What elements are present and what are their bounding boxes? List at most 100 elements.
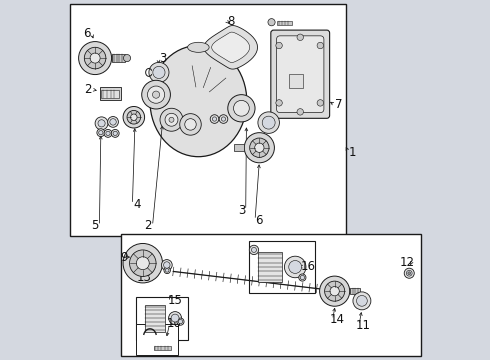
Text: 11: 11 bbox=[356, 319, 371, 332]
Circle shape bbox=[164, 262, 170, 268]
Text: 6: 6 bbox=[83, 27, 91, 40]
Text: 3: 3 bbox=[159, 52, 166, 65]
Text: 3: 3 bbox=[238, 204, 245, 217]
Circle shape bbox=[289, 261, 302, 273]
Text: 7: 7 bbox=[335, 98, 343, 111]
Circle shape bbox=[106, 131, 110, 135]
Ellipse shape bbox=[150, 45, 247, 157]
Circle shape bbox=[300, 275, 304, 280]
Circle shape bbox=[249, 245, 259, 255]
Bar bbox=[153, 346, 171, 350]
Circle shape bbox=[408, 272, 411, 275]
Circle shape bbox=[404, 268, 414, 278]
Circle shape bbox=[297, 109, 303, 115]
Circle shape bbox=[324, 281, 344, 301]
Circle shape bbox=[219, 115, 228, 123]
Circle shape bbox=[123, 243, 163, 283]
Circle shape bbox=[113, 131, 117, 135]
Circle shape bbox=[177, 318, 184, 325]
Circle shape bbox=[90, 53, 100, 63]
Text: 16: 16 bbox=[300, 260, 315, 273]
Text: 4: 4 bbox=[133, 198, 141, 211]
Circle shape bbox=[319, 276, 350, 306]
Bar bbox=[100, 87, 121, 100]
Circle shape bbox=[98, 131, 103, 135]
Bar bbox=[101, 90, 119, 98]
Circle shape bbox=[234, 100, 249, 116]
Circle shape bbox=[166, 269, 169, 272]
Circle shape bbox=[262, 116, 275, 129]
Circle shape bbox=[129, 250, 156, 276]
Circle shape bbox=[98, 120, 105, 127]
Circle shape bbox=[136, 257, 149, 270]
Circle shape bbox=[353, 292, 371, 310]
Text: 13: 13 bbox=[136, 271, 151, 284]
Circle shape bbox=[123, 107, 145, 128]
Circle shape bbox=[317, 100, 323, 106]
Circle shape bbox=[110, 119, 116, 125]
Bar bbox=[136, 297, 188, 339]
Circle shape bbox=[406, 270, 412, 276]
Circle shape bbox=[108, 117, 119, 127]
Circle shape bbox=[357, 296, 368, 306]
Text: 14: 14 bbox=[329, 313, 344, 327]
Circle shape bbox=[84, 47, 106, 69]
Circle shape bbox=[285, 256, 306, 278]
Text: 6: 6 bbox=[256, 214, 263, 227]
Circle shape bbox=[160, 108, 183, 131]
Bar bbox=[258, 252, 282, 282]
Bar bbox=[136, 324, 178, 355]
Polygon shape bbox=[204, 26, 258, 69]
Text: 9: 9 bbox=[121, 251, 128, 264]
Circle shape bbox=[255, 143, 264, 152]
Circle shape bbox=[245, 133, 274, 163]
FancyBboxPatch shape bbox=[276, 36, 324, 113]
Circle shape bbox=[123, 54, 131, 62]
Text: 15: 15 bbox=[168, 294, 183, 307]
Circle shape bbox=[149, 62, 169, 82]
Circle shape bbox=[317, 42, 323, 49]
Circle shape bbox=[228, 95, 255, 122]
Text: 1: 1 bbox=[349, 145, 356, 158]
Text: 10: 10 bbox=[167, 317, 181, 330]
Circle shape bbox=[330, 287, 339, 296]
Circle shape bbox=[152, 91, 160, 98]
Circle shape bbox=[250, 138, 269, 157]
Circle shape bbox=[131, 114, 137, 121]
Circle shape bbox=[276, 42, 282, 49]
Circle shape bbox=[297, 34, 303, 41]
Text: 5: 5 bbox=[92, 219, 99, 233]
Text: 2: 2 bbox=[145, 219, 152, 233]
Circle shape bbox=[142, 80, 171, 109]
Circle shape bbox=[171, 314, 179, 322]
Circle shape bbox=[251, 247, 256, 252]
Circle shape bbox=[165, 113, 178, 126]
Circle shape bbox=[161, 260, 172, 270]
Bar bbox=[234, 144, 245, 151]
Bar bbox=[146, 305, 165, 332]
Circle shape bbox=[164, 267, 171, 274]
Circle shape bbox=[127, 111, 141, 124]
Circle shape bbox=[276, 100, 282, 106]
Ellipse shape bbox=[188, 42, 209, 52]
Polygon shape bbox=[212, 32, 250, 63]
Circle shape bbox=[185, 119, 196, 130]
Text: 12: 12 bbox=[399, 256, 415, 269]
Circle shape bbox=[268, 19, 275, 26]
Circle shape bbox=[153, 66, 165, 78]
FancyBboxPatch shape bbox=[271, 30, 330, 118]
Bar bbox=[112, 54, 125, 62]
Circle shape bbox=[95, 117, 108, 130]
Bar bbox=[289, 74, 303, 88]
Circle shape bbox=[221, 117, 225, 121]
Bar bbox=[122, 234, 421, 356]
Text: 8: 8 bbox=[228, 15, 235, 28]
Circle shape bbox=[180, 114, 201, 135]
Bar bbox=[277, 21, 292, 25]
Circle shape bbox=[212, 117, 217, 121]
Circle shape bbox=[169, 312, 181, 324]
Circle shape bbox=[104, 130, 112, 137]
Circle shape bbox=[299, 274, 306, 281]
Circle shape bbox=[258, 112, 279, 134]
Circle shape bbox=[147, 86, 165, 103]
